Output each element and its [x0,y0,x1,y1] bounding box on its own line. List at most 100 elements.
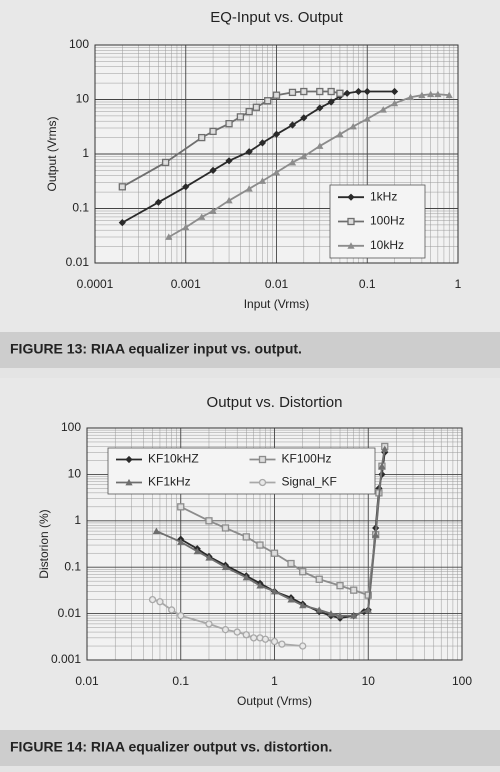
data-point [364,606,372,613]
data-point [316,104,324,112]
data-point [270,587,279,595]
figure-caption: FIGURE 13: RIAA equalizer input vs. outp… [10,341,302,357]
data-point [316,142,324,149]
data-point [350,586,358,594]
data-point [209,166,217,175]
data-point [390,87,399,96]
x-axis-label: Input (Vrms) [244,297,310,311]
data-point [168,606,176,614]
legend-label: 1kHz [370,189,397,203]
data-point [233,628,241,636]
data-point [315,575,323,583]
data-point [177,538,185,545]
data-point [177,503,185,511]
data-point [336,582,344,590]
data-point [427,90,435,98]
x-axis-label: Output (Vrms) [237,694,312,708]
data-point [177,612,185,620]
data-point [225,196,233,204]
data-point [379,106,387,113]
data-point [245,185,253,192]
plot-border [86,427,463,661]
data-point [205,620,213,628]
data-point [221,563,230,571]
data-point [256,582,264,589]
legend-label: 10kHz [370,238,404,252]
data-point [205,517,213,525]
data-point [327,87,335,96]
data-point [245,107,253,116]
data-point [221,524,230,532]
data-point [406,93,415,101]
data-point [198,213,206,220]
data-point [316,87,324,96]
data-point [242,631,250,639]
y-tick-label: 10 [76,92,90,106]
legend-marker [258,478,267,487]
data-point [245,148,253,156]
data-point [315,606,323,613]
legend-marker [258,455,267,464]
data-point [182,223,190,231]
data-point [336,612,344,619]
x-tick-label: 1 [271,674,278,688]
data-point [156,598,164,606]
figure-caption: FIGURE 14: RIAA equalizer output vs. dis… [10,739,332,755]
chart-title: Output vs. Distortion [207,394,343,411]
data-point [264,97,272,105]
legend-marker [125,455,133,464]
data-point [363,115,371,122]
legend-marker [347,242,355,249]
data-point [225,157,233,165]
data-point [350,612,358,619]
x-tick-label: 0.001 [171,277,201,291]
x-tick-label: 1 [455,277,462,291]
y-tick-label: 1 [82,146,89,160]
data-point [205,554,213,561]
legend-label: KF10kHZ [148,452,199,466]
y-axis-label: Output (Vrms) [45,117,59,192]
plot-border [94,44,459,264]
data-point [209,207,217,214]
data-point [300,152,308,160]
data-point [165,233,173,240]
data-point [349,122,357,130]
data-point [161,158,170,167]
data-point [242,573,250,581]
data-point [434,90,442,98]
data-point [252,103,261,111]
legend-label: Signal_KF [282,475,337,489]
legend-marker [125,478,133,486]
data-point [327,610,335,617]
data-point [242,533,250,541]
data-point [299,601,307,609]
legend-label: 100Hz [370,214,405,228]
legend-box [107,447,376,495]
y-tick-label: 100 [61,420,81,434]
caption-band [0,730,500,766]
x-tick-label: 0.01 [75,674,99,688]
data-point [445,91,453,99]
x-tick-label: 0.0001 [77,277,114,291]
data-point [418,91,426,99]
legend-label: KF100Hz [282,452,332,466]
data-point [118,183,126,191]
data-point [300,87,308,96]
data-point [258,177,267,184]
data-point [148,595,157,604]
data-point [299,568,307,576]
x-tick-label: 0.01 [265,277,289,291]
x-tick-label: 0.1 [359,277,376,291]
data-point [198,133,206,142]
data-point [288,158,297,166]
data-point [390,99,399,107]
y-tick-label: 10 [68,467,82,481]
chart-title: EQ-Input vs. Output [210,9,343,26]
data-point [354,87,363,96]
data-point [272,130,281,138]
data-point [250,634,258,642]
y-tick-label: 100 [69,37,89,51]
data-point [209,127,217,136]
legend-marker [347,193,355,201]
